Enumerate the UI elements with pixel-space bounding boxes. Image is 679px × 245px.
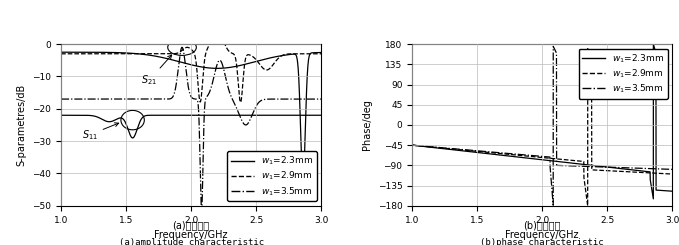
Legend: $w_1$=2.3mm, $w_1$=2.9mm, $w_1$=3.5mm: $w_1$=2.3mm, $w_1$=2.9mm, $w_1$=3.5mm	[579, 49, 667, 99]
Text: (b)相位特性: (b)相位特性	[524, 220, 561, 231]
Text: (a)amplitude characteristic: (a)amplitude characteristic	[119, 238, 263, 245]
Y-axis label: Phase/deg: Phase/deg	[362, 99, 372, 150]
Text: (a)幅度特性: (a)幅度特性	[172, 220, 210, 231]
Text: (b)phase characteristic: (b)phase characteristic	[480, 238, 604, 245]
X-axis label: Frequency/GHz: Frequency/GHz	[505, 230, 579, 240]
Text: $S_{11}$: $S_{11}$	[81, 123, 119, 142]
X-axis label: Frequency/GHz: Frequency/GHz	[154, 230, 228, 240]
Legend: $w_1$=2.3mm, $w_1$=2.9mm, $w_1$=3.5mm: $w_1$=2.3mm, $w_1$=2.9mm, $w_1$=3.5mm	[227, 151, 316, 201]
Text: $S_{21}$: $S_{21}$	[141, 55, 172, 87]
Y-axis label: S-parametres/dB: S-parametres/dB	[17, 84, 27, 166]
